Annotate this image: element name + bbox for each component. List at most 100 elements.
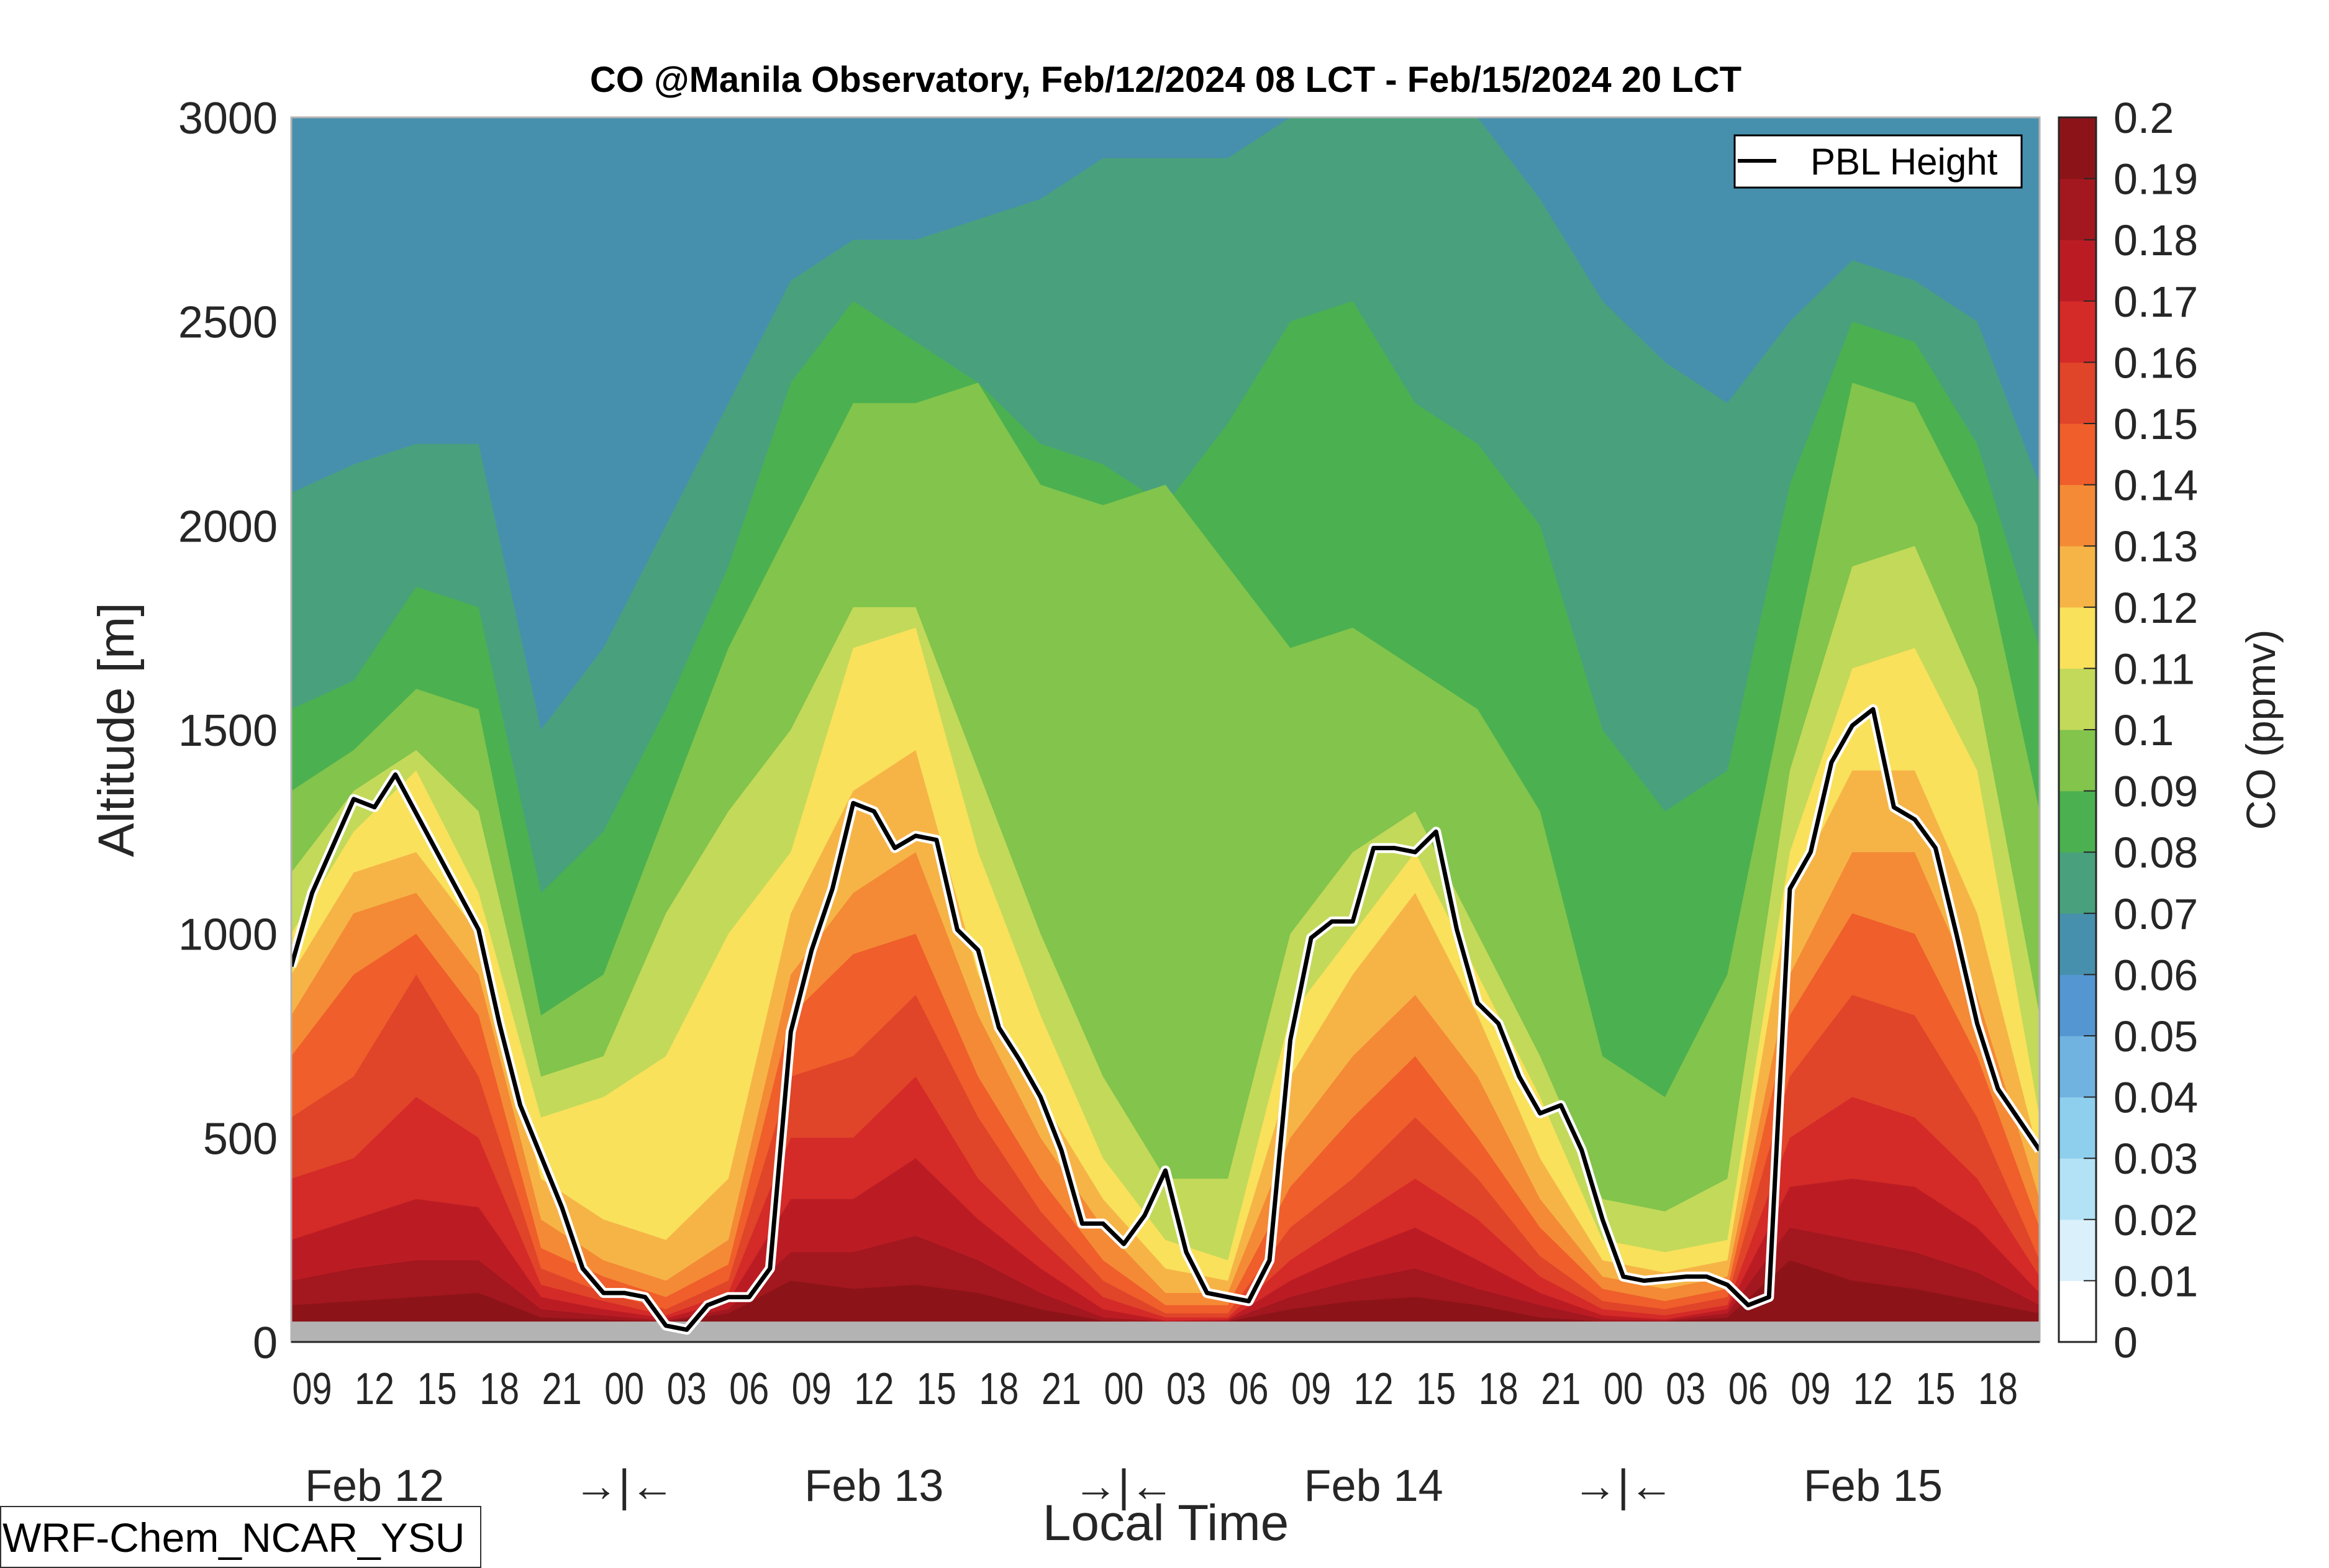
- contour-band-0.11: [291, 627, 2040, 1342]
- colorbar-tick-label: 0: [2113, 1318, 2138, 1367]
- colorbar-swatch: [2059, 240, 2096, 302]
- x-tick-label: 00: [1104, 1364, 1143, 1414]
- colorbar-swatch: [2059, 1036, 2096, 1098]
- date-label: Feb 15: [1804, 1461, 1943, 1511]
- colorbar-tick-label: 0.2: [2113, 94, 2174, 142]
- colorbar-tick-label: 0.01: [2113, 1257, 2198, 1305]
- plot-area: [291, 117, 2040, 1342]
- colorbar-tick-label: 0.15: [2113, 400, 2198, 448]
- legend: PBL Height: [1733, 134, 2023, 189]
- date-label: Feb 12: [305, 1461, 444, 1511]
- x-tick-label: 03: [1166, 1364, 1206, 1414]
- x-tick-label: 09: [1291, 1364, 1331, 1414]
- x-tick-label: 15: [417, 1364, 457, 1414]
- x-tick-label: 03: [1666, 1364, 1705, 1414]
- x-tick-label: 12: [1853, 1364, 1893, 1414]
- colorbar-swatch: [2059, 852, 2096, 914]
- y-tick-label: 2500: [178, 298, 278, 348]
- colorbar-tick-label: 0.09: [2113, 768, 2198, 816]
- pbl-height-series: [291, 704, 2040, 1335]
- x-tick-label: 00: [604, 1364, 644, 1414]
- x-tick-label: 18: [979, 1364, 1019, 1414]
- contour-band-0.18: [291, 1227, 2040, 1342]
- x-tick-label: 15: [1416, 1364, 1456, 1414]
- x-tick-label: 03: [667, 1364, 707, 1414]
- x-tick-label: 06: [1229, 1364, 1269, 1414]
- x-tick-label: 06: [1728, 1364, 1768, 1414]
- x-tick-label: 21: [542, 1364, 582, 1414]
- x-tick-label: 09: [792, 1364, 832, 1414]
- colorbar: 0 0.01 0.02 0.03 0.04 0.05 0.06 0.07 0.08 0.09 0.1…: [2058, 94, 2198, 1367]
- colorbar-swatch: [2059, 546, 2096, 608]
- y-axis: 0 500 1000 1500 2000 2500 3000: [178, 94, 278, 1368]
- x-tick-label: 12: [355, 1364, 394, 1414]
- colorbar-swatch: [2059, 1097, 2096, 1159]
- y-tick-label: 3000: [178, 94, 278, 143]
- colorbar-tick-label: 0.05: [2113, 1012, 2198, 1061]
- x-tick-label: 18: [479, 1364, 519, 1414]
- y-tick-label: 1000: [178, 910, 278, 960]
- colorbar-tick-label: 0.17: [2113, 278, 2198, 326]
- x-tick-label: 09: [293, 1364, 332, 1414]
- colorbar-tick-label: 0.07: [2113, 890, 2198, 938]
- ground-mask: [291, 1321, 2040, 1342]
- colorbar-swatch: [2059, 913, 2096, 975]
- colorbar-tick-label: 0.11: [2113, 645, 2195, 693]
- colorbar-swatch: [2059, 668, 2096, 730]
- colorbar-frame: [2058, 116, 2097, 1343]
- colorbar-swatch: [2059, 974, 2096, 1036]
- colorbar-swatch: [2059, 484, 2096, 546]
- x-tick-label: 12: [1354, 1364, 1394, 1414]
- date-label: →|←: [1573, 1461, 1674, 1511]
- x-tick-label: 21: [1541, 1364, 1581, 1414]
- colorbar-swatch: [2059, 178, 2096, 240]
- colorbar-swatch: [2059, 301, 2096, 363]
- colorbar-swatch: [2059, 1219, 2096, 1281]
- date-label: Feb 13: [804, 1461, 943, 1511]
- contour-band-0.12: [291, 750, 2040, 1342]
- x-axis: 09 12 15 18 21 00 03 06 09 12 15 18 21 00 03 06 09 12 15 18…: [291, 1341, 2040, 1511]
- legend-box: [1733, 134, 2023, 189]
- colorbar-label: CO (ppmv): [2238, 630, 2284, 830]
- y-tick-label: 0: [253, 1318, 278, 1368]
- x-tick-label: 15: [1915, 1364, 1955, 1414]
- x-tick-label: 21: [1042, 1364, 1081, 1414]
- colorbar-swatch: [2059, 791, 2096, 853]
- pbl-height-line: [291, 707, 2040, 1332]
- y-tick-label: 500: [203, 1114, 278, 1164]
- x-tick-label: 15: [917, 1364, 956, 1414]
- colorbar-tick-label: 0.08: [2113, 828, 2198, 877]
- colorbar-swatch: [2059, 362, 2096, 424]
- colorbar-swatch: [2059, 1158, 2096, 1220]
- date-label: Feb 14: [1304, 1461, 1443, 1511]
- x-tick-label: 06: [729, 1364, 769, 1414]
- colorbar-tick-label: 0.13: [2113, 522, 2198, 571]
- colorbar-swatch: [2059, 117, 2096, 179]
- colorbar-swatch: [2059, 607, 2096, 669]
- y-axis-label: Altitude [m]: [88, 602, 145, 857]
- x-axis-label: Local Time: [1043, 1495, 1289, 1551]
- contour-band-0.19: [291, 1260, 2040, 1342]
- colorbar-swatch: [2059, 730, 2096, 792]
- x-tick-label: 12: [854, 1364, 894, 1414]
- colorbar-tick-label: 0.12: [2113, 584, 2198, 632]
- y-tick-label: 2000: [178, 502, 278, 551]
- chart-title: CO @Manila Observatory, Feb/12/2024 08 L…: [590, 60, 1741, 100]
- colorbar-tick-label: 0.19: [2113, 155, 2198, 204]
- date-label: →|←: [1073, 1461, 1174, 1511]
- x-tick-label: 18: [1479, 1364, 1519, 1414]
- colorbar-tick-label: 0.18: [2113, 216, 2198, 265]
- colorbar-tick-label: 0.06: [2113, 951, 2198, 999]
- colorbar-tick-label: 0.02: [2113, 1196, 2198, 1244]
- x-tick-label: 00: [1604, 1364, 1643, 1414]
- date-label: →|←: [574, 1461, 675, 1511]
- colorbar-tick-label: 0.04: [2113, 1074, 2198, 1122]
- legend-label-pbl-height: PBL Height: [1810, 141, 1998, 183]
- colorbar-swatch: [2059, 424, 2096, 486]
- colorbar-tick-label: 0.03: [2113, 1135, 2198, 1183]
- y-tick-label: 1500: [178, 706, 278, 756]
- colorbar-tick-label: 0.14: [2113, 461, 2198, 510]
- colorbar-tick-label: 0.1: [2113, 706, 2174, 755]
- colorbar-swatch: [2059, 1280, 2096, 1343]
